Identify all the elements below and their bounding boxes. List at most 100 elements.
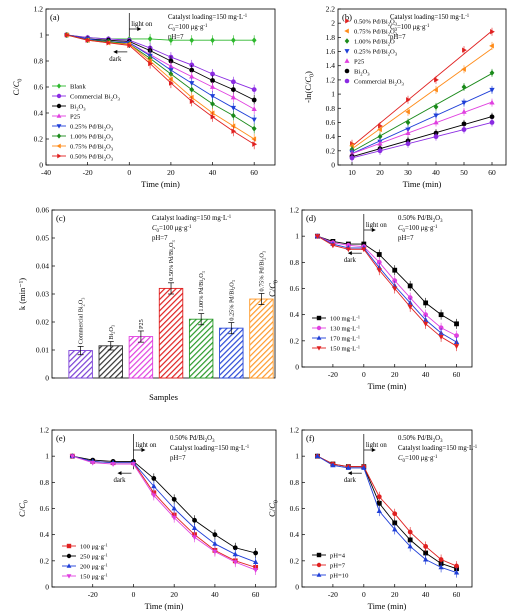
annotation: C0=100 μg·g-1 [390,24,430,33]
legend-marker [56,124,62,129]
x-tick-label: 20 [391,590,399,599]
y-axis-label: -ln(C/C0) [303,71,316,103]
legend-marker [57,153,62,159]
legend-entry: 0.75% Pd/Bi2O3 [70,144,114,152]
bar [98,345,123,379]
y-tick-label: 1 [39,31,43,40]
data-point [489,43,494,49]
legend-marker [56,133,62,139]
data-point [192,517,197,523]
data-point [230,123,236,129]
plot-frame [301,429,473,588]
data-point [127,42,133,49]
x-tick-label: -40 [41,168,51,177]
bar [128,336,154,379]
y-tick-label: 1 [295,452,299,461]
data-point [210,37,215,44]
bar-category-label: 0.25% Pd/Bi2O3 [228,280,236,320]
y-tick-label: 0.6 [326,118,336,127]
data-point [453,344,460,349]
light-on-arrowhead [371,448,376,452]
legend-entry: pH=4 [330,553,346,560]
y-tick-label: 0.01 [36,346,49,355]
legend-entry: P25 [354,59,365,66]
data-point [423,312,429,318]
legend-marker [66,543,72,549]
data-point [423,550,429,556]
legend-entry: 100 μg·g-1 [80,543,108,551]
legend-marker [66,563,72,568]
data-point [407,283,413,289]
annotation: C0=100 μg·g-1 [168,24,208,33]
annotation: Catalyst loading=150 mg·L-1 [168,14,248,21]
y-tick-label: 0.8 [290,258,300,267]
data-point [438,325,444,331]
y-axis-label: C/C0 [267,280,280,297]
data-point [330,243,336,249]
y-tick-label: 1.2 [290,426,300,435]
y-tick-label: 0.4 [326,132,336,141]
chart-panel-2: 0 0.01 0.02 0.03 0.04 0.05 0.06 Samples k (min⁻¹… [17,206,276,402]
series-line [66,34,255,101]
fit-line [351,30,493,147]
x-tick-label: -20 [328,370,338,379]
legend-entry: 0.75% Pd/Bi2O3 [354,29,398,37]
x-tick-label: 60 [453,590,461,599]
annotation: pH=7 [168,34,184,41]
x-tick-label: 0 [127,168,131,177]
data-point [232,551,238,557]
data-point [232,560,238,566]
data-point [168,37,174,44]
data-point [130,462,137,467]
data-point [253,550,259,556]
data-point [168,76,173,82]
data-point [148,60,153,67]
x-tick-label: 0 [132,590,136,599]
y-tick-label: 1.2 [40,426,50,435]
data-point [251,97,257,103]
data-point [210,78,215,83]
legend-entry: 200 μg·g-1 [80,563,108,571]
chart-panel-4: 0 0.2 0.4 0.6 0.8 1 1.2 -20 0 20 40 60 Time (min) C/C… [17,426,277,611]
light-on-label: light on [131,21,153,28]
legend-entry: 130 mg·L-1 [330,325,361,333]
y-tick-label: 1 [295,232,299,241]
y-tick-label: 0.8 [290,478,300,487]
data-point [251,37,257,44]
x-tick-label: 30 [404,168,412,177]
legend-entry: 150 μg·g-1 [80,573,108,581]
x-axis-label: Time (min) [141,179,180,189]
data-point [376,259,382,265]
data-point [454,563,459,569]
data-point [405,119,411,126]
legend-marker [316,325,322,331]
data-point [461,127,467,132]
data-point [232,545,238,551]
dark-arrowhead [117,471,122,476]
data-point [230,79,236,85]
panel-label: (b) [342,12,352,22]
data-point [251,87,257,92]
legend-entry: Blank [70,84,86,91]
x-tick-label: 60 [453,370,461,379]
x-tick-label: 40 [211,590,219,599]
data-point [168,80,174,86]
x-axis-label: Time (min) [403,179,442,189]
data-point [147,58,153,64]
bar [249,298,274,379]
x-tick-label: 40 [209,168,217,177]
light-on-arrowhead [137,27,142,31]
data-point [251,136,257,142]
data-point [377,140,383,146]
y-tick-label: 0.4 [290,310,300,319]
y-tick-label: 1 [331,90,335,99]
y-tick-label: 0 [331,161,335,170]
legend-entry: Bi2O3 [70,104,86,112]
data-point [376,252,382,257]
data-point [189,73,195,79]
y-tick-label: 0.4 [40,530,50,539]
data-point [230,37,236,44]
bar [158,287,184,379]
data-point [252,141,258,147]
data-point [407,537,413,543]
